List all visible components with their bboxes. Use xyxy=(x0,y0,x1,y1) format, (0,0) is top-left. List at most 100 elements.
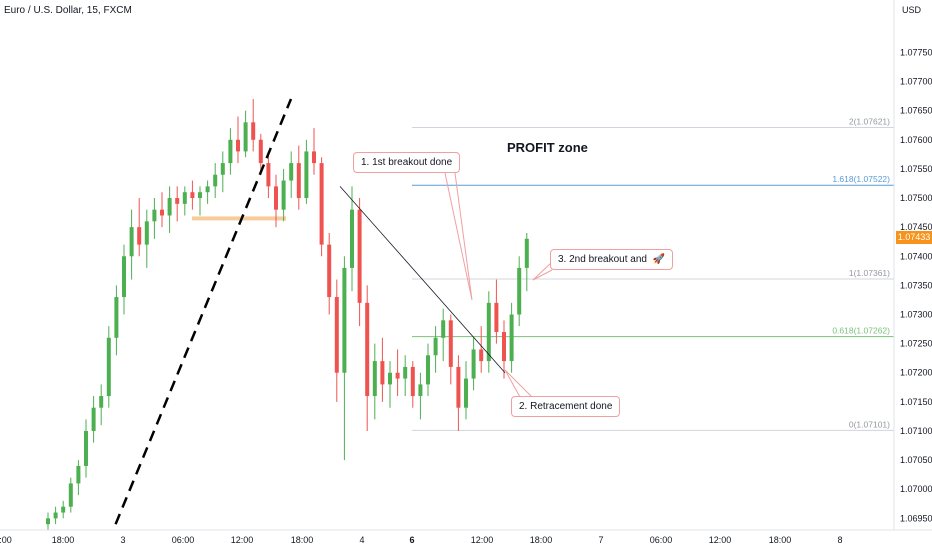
candle xyxy=(99,384,104,426)
x-tick-label: 18:00 xyxy=(52,535,75,545)
candle xyxy=(486,291,491,373)
y-tick-label: 1.07600 xyxy=(900,135,932,145)
candle xyxy=(274,174,278,228)
y-tick-label: 1.07700 xyxy=(900,77,932,87)
trendlines xyxy=(114,98,506,525)
candle xyxy=(388,361,392,408)
price-axis[interactable]: 1.07750 1.07700 1.07650 1.07600 1.07550 1.075… xyxy=(900,47,932,523)
candle xyxy=(342,256,347,461)
y-tick-label: 1.07150 xyxy=(900,397,932,407)
x-tick-label: 12:00 xyxy=(471,535,494,545)
x-tick-label: 2:00 xyxy=(0,535,12,545)
candle xyxy=(403,355,408,397)
candle xyxy=(205,180,210,204)
candle xyxy=(91,396,96,443)
candle xyxy=(198,186,202,216)
x-tick-label: 06:00 xyxy=(650,535,673,545)
x-tick-label: 3 xyxy=(120,535,125,545)
candle xyxy=(106,326,111,408)
candle xyxy=(175,186,180,222)
candle xyxy=(319,157,324,257)
candle xyxy=(76,460,81,496)
candle xyxy=(372,343,377,420)
candle xyxy=(304,139,309,204)
callout-breakout-1[interactable]: 1. 1st breakout done xyxy=(353,152,461,173)
support-zone xyxy=(192,216,286,221)
candle xyxy=(357,198,362,327)
candle xyxy=(122,244,126,315)
candle xyxy=(220,151,225,193)
y-tick-label: 1.07350 xyxy=(900,280,932,290)
candle xyxy=(84,419,88,478)
y-tick-label: 1.06950 xyxy=(900,513,932,523)
x-tick-label: 06:00 xyxy=(172,535,195,545)
y-tick-label: 1.07050 xyxy=(900,455,932,465)
candle xyxy=(448,314,453,385)
callout-breakout-2-text: 3. 2nd breakout and xyxy=(558,254,647,265)
x-tick-label: 18:00 xyxy=(769,535,792,545)
candle xyxy=(509,302,514,373)
candle xyxy=(144,209,149,268)
x-tick-label: 12:00 xyxy=(709,535,732,545)
candle xyxy=(456,355,461,431)
candle xyxy=(190,180,195,210)
fib-label: 0(1.07101) xyxy=(849,419,890,429)
y-tick-label: 1.07450 xyxy=(900,222,932,232)
candle xyxy=(494,279,499,344)
candle xyxy=(327,232,332,315)
candle xyxy=(281,168,286,222)
candle xyxy=(137,198,142,257)
candle xyxy=(114,285,119,356)
y-tick-label: 1.07300 xyxy=(900,310,932,320)
fib-label: 1.618(1.07522) xyxy=(832,174,890,184)
candle xyxy=(68,477,73,513)
currency-label: USD xyxy=(902,5,922,15)
y-tick-label: 1.07750 xyxy=(900,47,932,57)
down-trendline xyxy=(339,186,506,374)
candle xyxy=(433,326,438,373)
candles xyxy=(46,99,529,530)
fibonacci-levels: 2(1.07621) 1.618(1.07522) 1(1.07361) 0.618(… xyxy=(412,117,894,431)
y-tick-label: 1.07200 xyxy=(900,368,932,378)
symbol-title: Euro / U.S. Dollar, 15, FXCM xyxy=(4,5,132,16)
candle xyxy=(418,372,423,420)
candle xyxy=(426,343,430,397)
last-price-badge: 1.07433 xyxy=(896,231,932,244)
candle xyxy=(228,128,233,175)
y-tick-label: 1.07000 xyxy=(900,484,932,494)
candle xyxy=(471,337,476,391)
y-tick-label: 1.07250 xyxy=(900,339,932,349)
candle xyxy=(182,186,187,216)
y-tick-label: 1.07100 xyxy=(900,426,932,436)
y-tick-label: 1.07550 xyxy=(900,164,932,174)
y-tick-label: 1.07650 xyxy=(900,106,932,116)
time-axis[interactable]: 2:00 18:00 3 06:00 12:00 18:00 4 6 12:00 18:00 7 06… xyxy=(0,535,843,545)
callout-retracement[interactable]: 2. Retracement done xyxy=(511,396,621,417)
candle xyxy=(479,326,484,373)
callout-breakout-2[interactable]: 3. 2nd breakout and 🚀 xyxy=(550,249,674,270)
x-tick-label: 4 xyxy=(359,535,364,545)
candle xyxy=(160,192,164,228)
callout-pointer xyxy=(444,172,473,301)
y-tick-label: 1.07400 xyxy=(900,251,932,261)
candle xyxy=(152,198,157,239)
x-tick-label: 7 xyxy=(598,535,603,545)
callout-pointers xyxy=(444,172,553,398)
candle xyxy=(524,232,529,292)
candle xyxy=(441,308,446,362)
dashed-trendline xyxy=(114,98,293,525)
x-tick-label: 8 xyxy=(837,535,842,545)
rocket-icon: 🚀 xyxy=(652,254,666,265)
candle xyxy=(464,361,468,420)
x-tick-label: 18:00 xyxy=(291,535,314,545)
x-tick-label: 18:00 xyxy=(530,535,553,545)
candle xyxy=(365,285,370,431)
candle xyxy=(213,163,218,199)
x-tick-label: 12:00 xyxy=(231,535,254,545)
callout-pointer xyxy=(504,369,533,398)
candle xyxy=(129,209,134,280)
candle xyxy=(61,500,66,519)
candle xyxy=(289,151,294,199)
candle xyxy=(517,256,522,327)
